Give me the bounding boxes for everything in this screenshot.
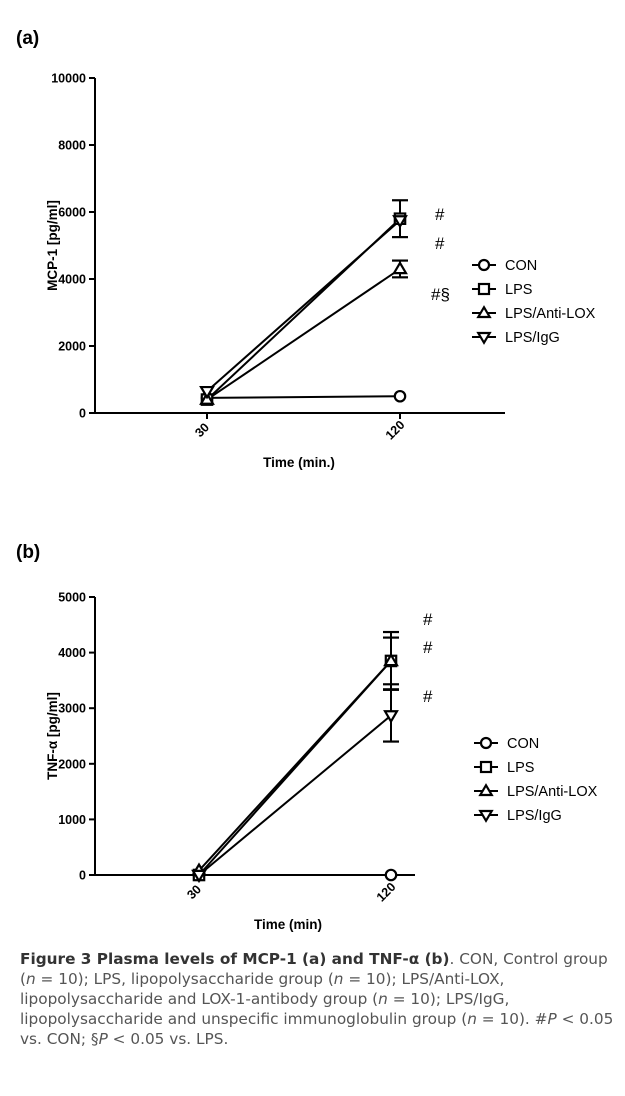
caption-text-2: = 10); LPS, lipopolysaccharide group ( <box>35 970 334 988</box>
caption-text-1: . CON, Control group ( <box>20 950 608 988</box>
b-annotation-1: # <box>423 638 433 657</box>
a-y-tick-label: 4000 <box>58 273 86 287</box>
a-annotation-3: # <box>435 205 445 224</box>
b-x-axis-label: Time (min) <box>254 917 322 932</box>
caption-p-2: P <box>98 1030 108 1048</box>
b-y-tick-label: 1000 <box>58 813 86 827</box>
b-series-line-2 <box>198 660 392 872</box>
b-y-axis-label: TNF-α [pg/ml] <box>45 692 60 780</box>
caption-n-1: n <box>25 970 36 988</box>
caption-n-4: n <box>467 1010 477 1028</box>
a-x-tick-label: 120 <box>383 418 408 443</box>
b-y-tick-label: 2000 <box>58 757 86 771</box>
caption-text-3: = 10); LPS/Anti-LOX, lipopolysaccharide … <box>20 970 505 1008</box>
b-legend-label-1: LPS <box>507 760 534 776</box>
a-legend-marker-1 <box>477 282 491 296</box>
a-y-axis-label: MCP-1 [pg/ml] <box>45 200 60 291</box>
a-series-line-2 <box>206 268 401 401</box>
a-legend-marker-3 <box>476 331 492 345</box>
a-point-3 <box>199 385 215 400</box>
a-series-line-3 <box>206 219 401 392</box>
b-point-3 <box>191 869 207 884</box>
b-y-tick-label: 5000 <box>58 591 86 605</box>
b-point-3 <box>383 710 399 724</box>
a-x-axis-label: Time (min.) <box>263 455 335 470</box>
panel-label-a: (a) <box>16 28 40 49</box>
a-y-tick-label: 2000 <box>58 340 86 354</box>
caption-n-3: n <box>378 990 388 1008</box>
a-legend-label-1: LPS <box>505 282 532 298</box>
b-legend-marker-0 <box>479 736 493 750</box>
figure-caption: Figure 3 Plasma levels of MCP-1 (a) and … <box>20 949 615 1049</box>
a-legend-label-3: LPS/IgG <box>505 330 560 346</box>
a-point-2 <box>392 260 408 275</box>
b-annotation-2: # <box>423 610 433 629</box>
a-y-tick-label: 8000 <box>58 139 86 153</box>
a-series-line-0 <box>206 395 401 399</box>
a-legend-marker-2 <box>476 305 492 319</box>
b-y-tick-label: 3000 <box>58 702 86 716</box>
b-x-tick-label: 30 <box>184 882 204 902</box>
b-x-tick-label: 120 <box>374 880 399 905</box>
caption-p-1: P <box>547 1010 557 1028</box>
a-y-tick-label: 0 <box>79 407 86 421</box>
panel-label-b: (b) <box>16 542 41 563</box>
b-y-tick-label: 0 <box>79 869 86 883</box>
chart-mcp1: 0 2000 4000 6000 8000 10000 30 120 Time (min.) MC… <box>45 72 596 471</box>
a-y-tick-label: 10000 <box>51 72 86 86</box>
a-annotation-1: # <box>435 234 445 253</box>
b-point-2 <box>383 652 399 667</box>
a-point-0 <box>393 389 407 403</box>
caption-n-2: n <box>333 970 344 988</box>
caption-text-7: < 0.05 vs. LPS. <box>107 1030 229 1048</box>
b-legend-label-0: CON <box>507 736 539 752</box>
a-point-3 <box>392 215 408 229</box>
a-legend-label-2: LPS/Anti-LOX <box>505 306 596 322</box>
b-series-line-3 <box>198 714 392 876</box>
b-legend-marker-2 <box>478 783 494 797</box>
a-x-tick-label: 30 <box>192 420 212 440</box>
chart-tnf: 0 1000 2000 3000 4000 5000 30 120 Time (min) TNF-… <box>45 591 598 933</box>
a-legend-marker-0 <box>477 258 491 272</box>
caption-text-4: = 10); LPS/IgG, lipopolysaccharide and u… <box>20 990 510 1028</box>
a-annotation-2: #§ <box>431 285 450 304</box>
b-legend-label-2: LPS/Anti-LOX <box>507 784 598 800</box>
a-legend-label-0: CON <box>505 258 537 274</box>
a-y-tick-label: 6000 <box>58 206 86 220</box>
b-point-0 <box>384 868 398 882</box>
b-annotation-3: # <box>423 687 433 706</box>
caption-text-6: < 0.05 vs. CON; § <box>20 1010 614 1048</box>
b-legend-label-3: LPS/IgG <box>507 808 562 824</box>
b-y-tick-label: 4000 <box>58 646 86 660</box>
caption-title: Figure 3 Plasma levels of MCP-1 (a) and … <box>20 950 450 968</box>
caption-text-5: = 10). # <box>476 1010 548 1028</box>
b-legend-marker-3 <box>478 809 494 823</box>
b-legend-marker-1 <box>479 760 493 774</box>
